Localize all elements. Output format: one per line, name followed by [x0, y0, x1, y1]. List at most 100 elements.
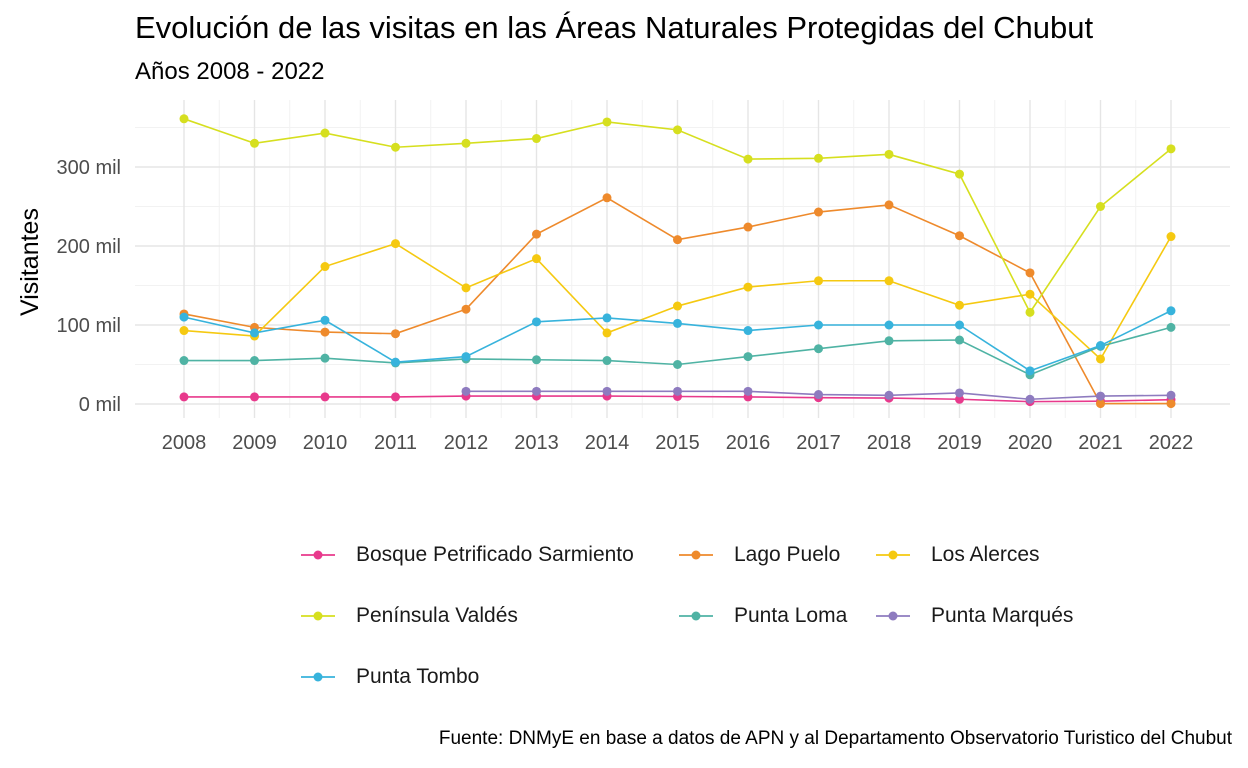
data-point	[179, 326, 189, 336]
data-point	[814, 153, 823, 163]
x-tick-label: 2014	[585, 432, 630, 454]
line-chart: 0 mil 100 mil 200 mil 300 mil 2008 2009 2010 20…	[16, 100, 1230, 454]
data-point	[814, 390, 823, 400]
data-point	[179, 312, 189, 322]
legend-key	[301, 550, 335, 560]
data-point	[743, 386, 753, 396]
data-point	[743, 154, 753, 164]
data-point	[743, 326, 753, 336]
data-point	[1096, 341, 1105, 351]
data-point	[532, 386, 541, 396]
data-point	[884, 336, 894, 346]
data-point	[1166, 399, 1176, 409]
x-tick-label: 2019	[937, 432, 982, 454]
data-point	[391, 392, 400, 402]
data-point	[532, 229, 541, 239]
legend-label: Punta Tombo	[356, 665, 480, 688]
data-point	[320, 353, 330, 363]
chart-caption: Fuente: DNMyE en base a datos de APN y a…	[438, 728, 1232, 749]
data-point	[461, 283, 471, 293]
legend-label: Lago Puelo	[734, 543, 841, 566]
legend-item: Punta Marqués	[875, 601, 1073, 631]
x-tick-label: 2016	[726, 432, 771, 454]
series-punta-marqu-s	[461, 386, 1176, 404]
data-point	[1025, 394, 1035, 404]
legend-item: Los Alerces	[875, 540, 1040, 570]
data-point	[320, 262, 330, 272]
legend-key	[679, 550, 713, 560]
data-point	[1096, 399, 1105, 409]
data-point	[955, 169, 964, 179]
legend-key	[301, 672, 335, 682]
chart-title: Evolución de las visitas en las Áreas Na…	[135, 10, 1094, 45]
legend-item: Punta Tombo	[300, 662, 479, 692]
data-point	[1096, 391, 1105, 401]
legend-item: Lago Puelo	[678, 540, 840, 570]
data-point	[179, 356, 189, 366]
data-point	[602, 356, 612, 366]
data-point	[532, 317, 541, 327]
chart-subtitle: Años 2008 - 2022	[135, 58, 325, 85]
data-point	[673, 125, 682, 135]
legend-label: Bosque Petrificado Sarmiento	[356, 543, 634, 566]
data-point	[1025, 307, 1035, 317]
data-point	[602, 386, 612, 396]
data-point	[673, 301, 682, 311]
data-point	[179, 392, 189, 402]
chart-legend: Bosque Petrificado Sarmiento Lago Puelo Lo…	[300, 540, 1200, 710]
data-point	[814, 344, 823, 354]
data-point	[461, 138, 471, 148]
y-tick-label: 100 mil	[57, 315, 121, 337]
data-point	[955, 300, 964, 310]
data-point	[814, 276, 823, 286]
data-point	[673, 235, 682, 245]
data-point	[673, 386, 682, 396]
data-point	[673, 318, 682, 328]
legend-label: Los Alerces	[931, 543, 1040, 566]
legend-key	[876, 611, 910, 621]
data-point	[250, 328, 259, 338]
data-point	[532, 254, 541, 264]
data-point	[532, 134, 541, 144]
data-point	[391, 239, 400, 249]
x-tick-label: 2010	[303, 432, 348, 454]
data-point	[1166, 390, 1176, 400]
data-point	[1166, 144, 1176, 154]
data-point	[1096, 202, 1105, 211]
data-point	[743, 352, 753, 362]
legend-key	[301, 611, 335, 621]
data-point	[602, 313, 612, 323]
x-tick-label: 2008	[162, 432, 207, 454]
legend-item: Punta Loma	[678, 601, 847, 631]
data-point	[955, 231, 964, 241]
legend-label: Punta Loma	[734, 604, 848, 627]
data-point	[814, 320, 823, 330]
data-point	[884, 276, 894, 286]
x-tick-label: 2013	[514, 432, 559, 454]
data-point	[602, 328, 612, 338]
data-point	[1025, 268, 1035, 278]
series-lines	[179, 114, 1176, 409]
x-tick-label: 2017	[796, 432, 841, 454]
y-axis-label: Visitantes	[16, 208, 44, 316]
data-point	[955, 394, 964, 404]
data-point	[250, 138, 259, 148]
legend-label: Punta Marqués	[931, 604, 1074, 627]
data-point	[602, 117, 612, 127]
data-point	[1166, 232, 1176, 242]
legend-item: Península Valdés	[300, 601, 518, 631]
data-point	[320, 327, 330, 337]
series-punta-tombo	[179, 306, 1176, 376]
legend-item: Bosque Petrificado Sarmiento	[300, 540, 634, 570]
data-point	[1166, 306, 1176, 316]
x-tick-label: 2018	[867, 432, 912, 454]
data-point	[532, 355, 541, 365]
data-point	[884, 149, 894, 159]
data-point	[1096, 354, 1105, 364]
y-tick-label: 0 mil	[79, 394, 121, 416]
data-point	[955, 320, 964, 330]
y-tick-label: 300 mil	[57, 157, 121, 179]
axes: 0 mil 100 mil 200 mil 300 mil 2008 2009 2010 20…	[57, 157, 1194, 454]
data-point	[250, 392, 259, 402]
x-tick-label: 2020	[1008, 432, 1053, 454]
